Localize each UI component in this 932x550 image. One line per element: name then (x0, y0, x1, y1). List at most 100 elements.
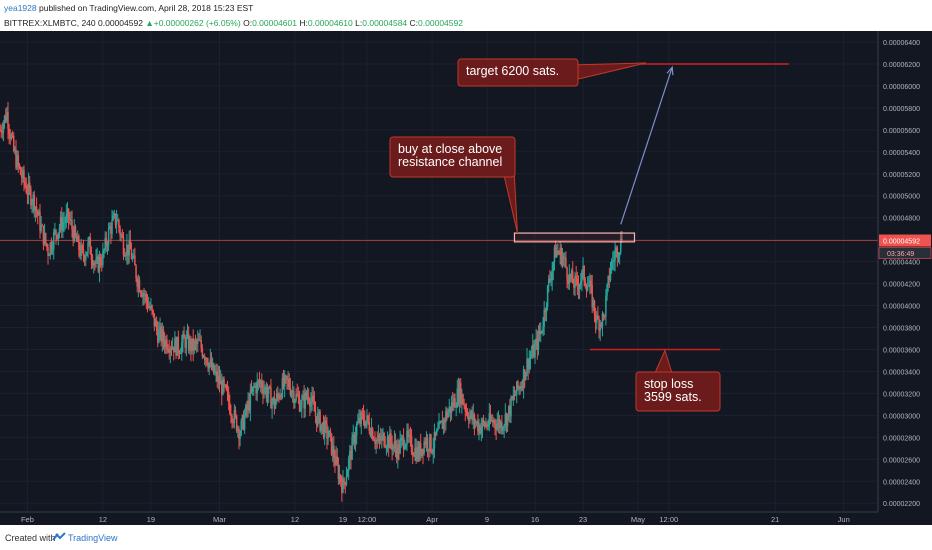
candle-body (233, 410, 236, 423)
axes: 0.00006400 0.00006200 0.00006000 0.00005800… (0, 31, 932, 525)
candle-body (247, 401, 249, 410)
candle-body (136, 278, 138, 287)
candle-body (551, 270, 553, 281)
candle-body (211, 363, 214, 369)
candle-body (24, 182, 26, 186)
candle-body (504, 414, 507, 426)
candle-body (190, 339, 192, 352)
candle-body (113, 213, 116, 216)
candle-body (232, 421, 234, 423)
candle-body (489, 413, 492, 421)
candle-body (376, 439, 379, 442)
candle-body (562, 256, 565, 258)
candle-body (271, 401, 273, 409)
candle-body (266, 393, 269, 399)
candle-body (481, 420, 484, 428)
candle-body (198, 339, 200, 341)
chart-area[interactable]: target 6200 sats. buy at close above resis… (0, 31, 932, 525)
candle-body (295, 393, 297, 401)
candle-body (279, 395, 281, 399)
candle-body (463, 404, 465, 407)
price-tick-label: 0.00004800 (883, 216, 920, 223)
candle-body (11, 135, 14, 137)
candle-body (174, 338, 176, 353)
candle-body (238, 428, 240, 439)
candle-body (459, 382, 462, 405)
candle-body (182, 334, 184, 343)
candle-body (147, 306, 150, 308)
candle-body (529, 356, 532, 360)
candle-body (494, 420, 496, 426)
high-label: H: (299, 18, 308, 28)
candle-body (313, 401, 316, 412)
candle-body (183, 334, 185, 339)
candle-body (408, 434, 411, 437)
candle-body (225, 385, 228, 390)
candle-body (8, 128, 10, 134)
price-tick-label: 0.00004000 (883, 304, 920, 311)
candle-body (523, 369, 526, 381)
candle-body (17, 155, 20, 165)
candle-body (511, 397, 513, 400)
price-tick-label: 0.00006400 (883, 40, 920, 47)
candle-body (413, 455, 415, 457)
candle-body (349, 450, 351, 459)
price-tick-label: 0.00003800 (883, 326, 920, 333)
candle-body (578, 284, 581, 290)
candle-body (371, 428, 374, 440)
candle-body (570, 270, 573, 279)
candle-body (322, 422, 325, 438)
candle-body (25, 185, 28, 193)
candle-body (202, 356, 205, 358)
candle-body (381, 435, 383, 441)
drawings[interactable]: target 6200 sats. buy at close aboveresis… (0, 58, 878, 412)
tradingview-brand[interactable]: TradingView (68, 533, 118, 543)
candle-body (566, 267, 568, 279)
candle-body (209, 359, 212, 363)
candle-body (565, 257, 567, 268)
candle-body (506, 413, 509, 427)
candle-body (291, 390, 294, 392)
candle-body (216, 371, 218, 382)
candle-body (533, 344, 535, 358)
target-arrow (620, 67, 673, 225)
candle-body (541, 330, 543, 333)
candle-body (491, 420, 494, 423)
time-tick-label: Jun (838, 515, 850, 524)
candle-body (416, 447, 419, 461)
candle-body (585, 286, 588, 291)
candle-body (339, 474, 342, 483)
candle-body (157, 329, 159, 343)
candlestick-chart[interactable]: target 6200 sats. buy at close aboveresis… (0, 31, 932, 525)
candle-body (298, 397, 301, 411)
candle-body (154, 321, 157, 327)
price-tick-label: 0.00006000 (883, 84, 920, 91)
time-tick-label: 19 (339, 515, 347, 524)
candle-body (269, 386, 271, 388)
candle-body (427, 449, 430, 452)
candle-body (62, 222, 64, 231)
candle-body (114, 213, 117, 225)
candle-body (23, 170, 25, 183)
candle-body (539, 330, 542, 335)
candle-body (55, 229, 57, 236)
candle-body (375, 439, 377, 444)
candle-body (609, 269, 612, 281)
price-tick-label: 0.00003200 (883, 391, 920, 398)
candle-body (337, 463, 340, 480)
candle-body (289, 387, 292, 395)
candle-body (277, 393, 279, 396)
candle-body (112, 215, 114, 220)
candle-body (1, 132, 4, 134)
candle-body (418, 443, 421, 459)
candle-body (290, 391, 293, 395)
author-link[interactable]: yea1928 (4, 3, 37, 13)
candle-body (502, 427, 504, 431)
price-tick-label: 0.00005200 (883, 172, 920, 179)
candle-body (280, 395, 282, 398)
candle-body (362, 413, 365, 421)
candle-body (208, 362, 210, 369)
candle-body (397, 444, 399, 459)
candle-body (120, 234, 122, 236)
candle-body (274, 401, 277, 409)
